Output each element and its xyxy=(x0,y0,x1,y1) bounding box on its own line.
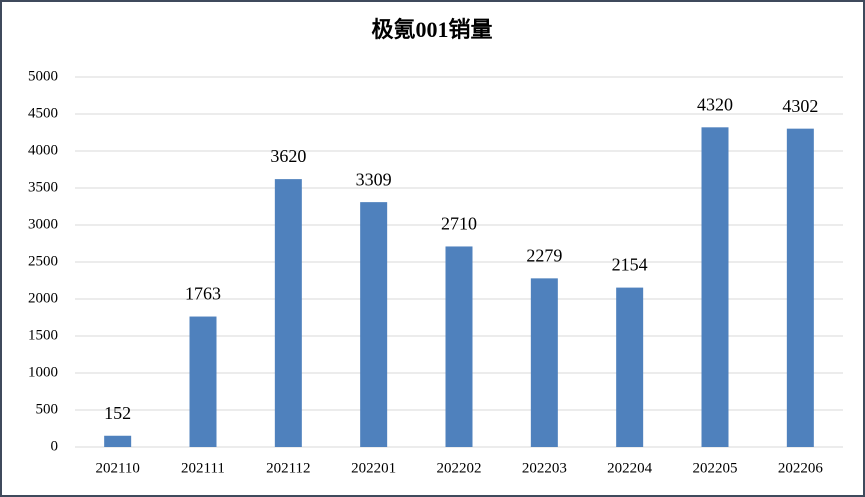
x-tick-label: 202201 xyxy=(351,460,396,476)
y-tick-label: 0 xyxy=(51,438,59,454)
bar xyxy=(701,127,729,447)
x-tick-label: 202204 xyxy=(607,460,653,476)
data-label: 4320 xyxy=(697,94,733,114)
data-label: 1763 xyxy=(185,284,221,304)
x-tick-label: 202112 xyxy=(266,460,310,476)
bar xyxy=(189,316,217,447)
data-label: 3309 xyxy=(356,169,392,189)
bar xyxy=(530,278,558,447)
x-tick-label: 202202 xyxy=(437,460,482,476)
y-tick-label: 5000 xyxy=(28,68,58,84)
chart-title: 极氪001销量 xyxy=(371,17,492,42)
bar xyxy=(274,179,302,447)
data-label: 2154 xyxy=(612,255,648,275)
x-tick-label: 202206 xyxy=(778,460,824,476)
bar xyxy=(360,202,388,447)
y-tick-label: 500 xyxy=(36,401,59,417)
data-label: 3620 xyxy=(270,146,306,166)
y-tick-label: 2000 xyxy=(28,290,58,306)
y-tick-label: 2500 xyxy=(28,253,58,269)
bar xyxy=(786,128,814,448)
y-tick-label: 1000 xyxy=(28,364,58,380)
y-tick-label: 4500 xyxy=(28,105,58,121)
data-label: 2710 xyxy=(441,214,477,234)
bar xyxy=(445,246,473,447)
bar xyxy=(616,287,644,447)
y-tick-label: 3500 xyxy=(28,179,58,195)
y-tick-label: 4000 xyxy=(28,142,58,158)
bar xyxy=(104,435,132,447)
x-tick-label: 202205 xyxy=(693,460,738,476)
data-label: 152 xyxy=(104,403,131,423)
x-tick-label: 202203 xyxy=(522,460,567,476)
y-tick-label: 1500 xyxy=(28,327,58,343)
data-label: 2279 xyxy=(526,245,562,265)
data-label: 4302 xyxy=(782,96,818,116)
x-tick-label: 202110 xyxy=(95,460,139,476)
x-tick-label: 202111 xyxy=(181,460,225,476)
y-tick-label: 3000 xyxy=(28,216,58,232)
